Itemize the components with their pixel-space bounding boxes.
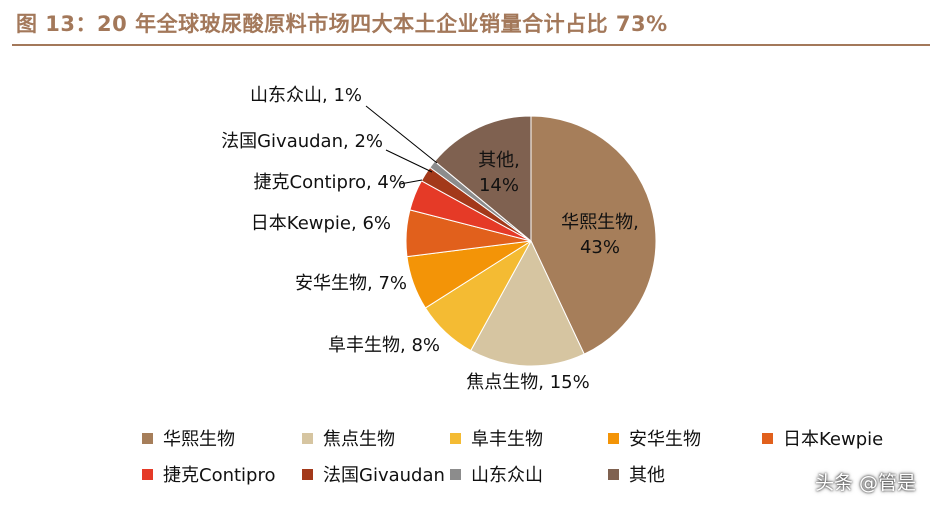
legend-item: 捷克Contipro: [142, 461, 276, 487]
legend-label: 阜丰生物: [471, 429, 543, 450]
pie-slice: [470, 239, 585, 367]
legend-label: 法国Givaudan: [323, 465, 445, 486]
pie-slice: [433, 115, 532, 243]
title-divider: [12, 44, 930, 46]
data-label: 日本Kewpie, 6%: [251, 213, 391, 234]
legend-item: 山东众山: [450, 461, 543, 487]
data-label: 山东众山, 1%: [250, 85, 362, 106]
legend-swatch: [142, 432, 153, 444]
chart-legend: 华熙生物 焦点生物 阜丰生物 安华生物 日本Kewpie 捷克Contipro 法国Giva…: [142, 425, 922, 497]
legend-item: 华熙生物: [142, 425, 235, 451]
legend-label: 其他: [629, 465, 665, 486]
watermark: 头条 @管是: [814, 472, 916, 494]
legend-label: 焦点生物: [323, 429, 395, 450]
legend-row: 华熙生物 焦点生物 阜丰生物 安华生物 日本Kewpie: [142, 425, 922, 461]
pie-slice: [530, 115, 657, 355]
figure-title: 图 13：20 年全球玻尿酸原料市场四大本土企业销量合计占比 73%: [16, 12, 668, 36]
leader-line: [385, 149, 433, 173]
leader-line: [365, 105, 438, 164]
legend-swatch: [302, 468, 313, 480]
legend-item: 阜丰生物: [450, 425, 543, 451]
legend-label: 安华生物: [629, 429, 701, 450]
legend-swatch: [608, 468, 619, 480]
legend-swatch: [142, 468, 153, 480]
legend-item: 安华生物: [608, 425, 701, 451]
data-label: 安华生物, 7%: [295, 273, 407, 294]
legend-label: 日本Kewpie: [783, 429, 884, 450]
pie-chart: 华熙生物, 43% 焦点生物, 15% 阜丰生物, 8% 安华生物, 7% 日本Kewpi…: [221, 85, 657, 393]
data-label: 阜丰生物, 8%: [328, 335, 440, 356]
legend-label: 华熙生物: [163, 429, 235, 450]
data-label: 焦点生物, 15%: [466, 372, 589, 393]
data-label: 华熙生物, 43%: [561, 212, 639, 258]
legend-swatch: [450, 432, 461, 444]
data-label: 其他, 14%: [478, 150, 520, 196]
legend-item: 焦点生物: [302, 425, 395, 451]
legend-row: 捷克Contipro 法国Givaudan 山东众山 其他: [142, 461, 922, 497]
legend-swatch: [762, 432, 773, 444]
legend-label: 捷克Contipro: [163, 465, 276, 486]
legend-swatch: [450, 468, 461, 480]
legend-swatch: [302, 432, 313, 444]
data-label: 捷克Contipro, 4%: [254, 172, 407, 193]
legend-item: 法国Givaudan: [302, 461, 445, 487]
legend-item: 其他: [608, 461, 665, 487]
legend-item: 日本Kewpie: [762, 425, 883, 451]
legend-label: 山东众山: [471, 465, 543, 486]
data-label: 法国Givaudan, 2%: [221, 131, 383, 152]
legend-swatch: [608, 432, 619, 444]
leader-line: [399, 179, 423, 185]
